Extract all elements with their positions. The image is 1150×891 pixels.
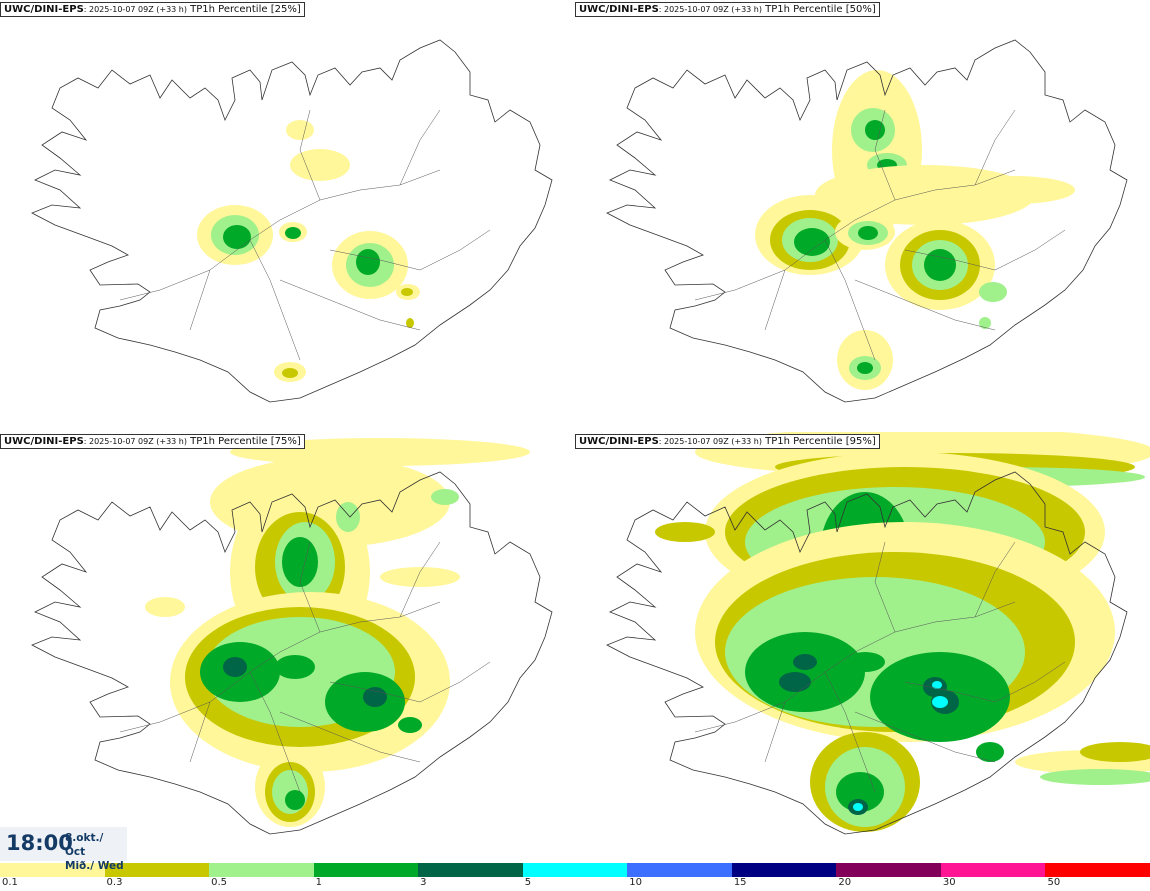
precip-area: [858, 226, 878, 240]
colorbar-swatch: [104, 863, 210, 877]
run-info: : 2025-10-07 09Z (+33 h): [658, 5, 762, 14]
precip-area: [1080, 742, 1150, 762]
precip-area: [976, 742, 1004, 762]
colorbar-tick-label: 15: [733, 877, 747, 888]
precip-area: [282, 537, 318, 587]
panel-title: UWC/DINI-EPS: 2025-10-07 09Z (+33 h) TP1…: [575, 2, 880, 17]
precip-area: [979, 282, 1007, 302]
precip-area: [979, 317, 991, 329]
precip-area: [794, 228, 830, 256]
colorbar-tick-label: 10: [629, 877, 642, 888]
map-panel-p75: UWC/DINI-EPS: 2025-10-07 09Z (+33 h) TP1…: [0, 432, 575, 862]
precip-area: [356, 249, 380, 275]
panel-title: UWC/DINI-EPS: 2025-10-07 09Z (+33 h) TP1…: [0, 434, 305, 449]
valid-date-line2: Mið./ Wed: [65, 860, 124, 872]
colorbar-tick-label: 20: [838, 877, 852, 888]
precip-map-p50: [606, 39, 1128, 403]
iceland-coastline: [606, 39, 1128, 403]
precip-area: [793, 654, 817, 670]
parameter-label: TP1h Percentile [50%]: [761, 4, 876, 15]
colorbar-tick-label: 1: [315, 877, 322, 888]
precip-area: [223, 225, 251, 249]
precip-area: [285, 790, 305, 810]
colorbar-tick-label: 0.3: [106, 877, 123, 888]
precip-area: [363, 687, 387, 707]
colorbar-swatch: [627, 863, 732, 877]
colorbar-tick-label: 30: [942, 877, 956, 888]
run-info: : 2025-10-07 09Z (+33 h): [658, 437, 762, 446]
precip-area: [845, 652, 885, 672]
precip-area: [275, 655, 315, 679]
precip-area: [401, 288, 413, 296]
model-name: UWC/DINI-EPS: [4, 436, 84, 447]
colorbar-tick-label: 50: [1047, 877, 1061, 888]
run-info: : 2025-10-07 09Z (+33 h): [83, 437, 187, 446]
iceland-coastline: [31, 471, 553, 835]
colorbar-swatch: [209, 863, 314, 877]
colorbar-tick-label: 0.1: [2, 877, 18, 888]
model-name: UWC/DINI-EPS: [579, 4, 659, 15]
precip-area: [290, 149, 350, 181]
colorbar-tick-label: 5: [524, 877, 532, 888]
colorbar-swatch: [313, 863, 419, 877]
colorbar-swatch: [940, 863, 1046, 877]
precip-area: [857, 362, 873, 374]
map-panel-p25: UWC/DINI-EPS: 2025-10-07 09Z (+33 h) TP1…: [0, 0, 575, 430]
colorbar-swatch: [731, 863, 837, 877]
precip-area: [932, 681, 942, 689]
precip-area: [282, 368, 298, 378]
colorbar-swatch: [0, 863, 105, 877]
precip-area: [336, 502, 360, 532]
precip-area: [853, 803, 863, 811]
parameter-label: TP1h Percentile [95%]: [761, 436, 876, 447]
precip-area: [932, 696, 948, 708]
valid-time-box: 18:00 8.okt./ Oct Mið./ Wed: [0, 827, 127, 872]
colorbar-swatch: [836, 863, 941, 877]
iceland-coastline: [31, 39, 553, 403]
run-info: : 2025-10-07 09Z (+33 h): [83, 5, 187, 14]
colorbar-swatch: [1045, 863, 1150, 877]
precip-area: [398, 717, 422, 733]
precip-area: [955, 176, 1075, 204]
precip-area: [836, 772, 884, 812]
precip-area: [223, 657, 247, 677]
colorbar-tick-label: 3: [420, 877, 427, 888]
precip-map-p75: [31, 438, 553, 835]
map-panel-p50: UWC/DINI-EPS: 2025-10-07 09Z (+33 h) TP1…: [575, 0, 1150, 430]
precip-area: [745, 632, 865, 712]
precip-area: [1040, 769, 1150, 785]
panel-title: UWC/DINI-EPS: 2025-10-07 09Z (+33 h) TP1…: [575, 434, 880, 449]
precip-area: [285, 227, 301, 239]
valid-date-line1: 8.okt./ Oct: [65, 832, 104, 858]
panel-title: UWC/DINI-EPS: 2025-10-07 09Z (+33 h) TP1…: [0, 2, 305, 17]
colorbar-tick-label: 0.5: [211, 877, 227, 888]
colorbar-tick-labels: 0.1 0.3 0.5 1 3 5 10 15 20 30 50: [0, 877, 1150, 891]
precip-area: [431, 489, 459, 505]
precip-colorbar: [0, 863, 1150, 877]
valid-time: 18:00: [6, 831, 73, 855]
precip-area: [779, 672, 811, 692]
valid-date: 8.okt./ Oct Mið./ Wed: [65, 831, 127, 873]
precip-area: [286, 120, 314, 140]
colorbar-swatch: [522, 863, 628, 877]
model-name: UWC/DINI-EPS: [4, 4, 84, 15]
precip-area: [865, 120, 885, 140]
colorbar-swatch: [418, 863, 523, 877]
precip-area: [406, 318, 414, 328]
model-name: UWC/DINI-EPS: [579, 436, 659, 447]
precip-area: [145, 597, 185, 617]
precip-area: [655, 522, 715, 542]
precip-map-p95: [606, 432, 1150, 835]
parameter-label: TP1h Percentile [25%]: [186, 4, 301, 15]
precip-area: [924, 249, 956, 281]
parameter-label: TP1h Percentile [75%]: [186, 436, 301, 447]
iceland-coastline: [606, 471, 1128, 835]
precip-area: [380, 567, 460, 587]
precip-map-p25: [31, 39, 553, 403]
map-panel-p95: UWC/DINI-EPS: 2025-10-07 09Z (+33 h) TP1…: [575, 432, 1150, 862]
